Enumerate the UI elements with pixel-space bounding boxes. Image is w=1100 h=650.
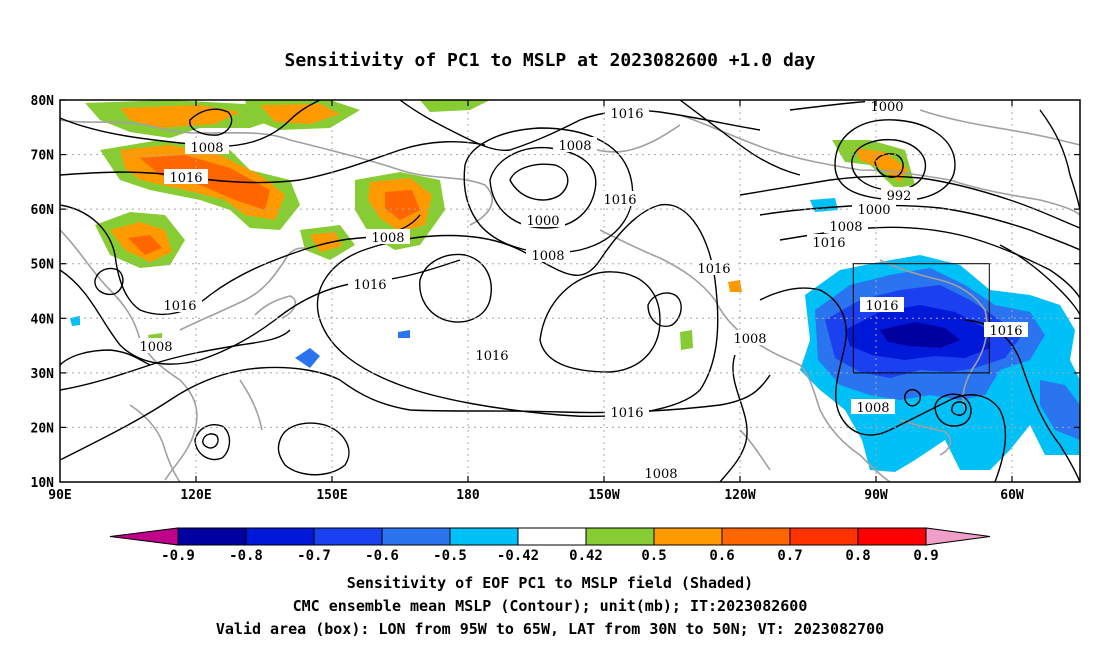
caption-line-3: Valid area (box): LON from 95W to 65W, L… <box>215 620 885 638</box>
colorbar-label: 0.8 <box>845 548 870 564</box>
contour-label: 1008 <box>371 231 404 246</box>
valid-area-box <box>852 263 990 374</box>
colorbar-segment <box>313 527 383 546</box>
colorbar-label: -0.9 <box>161 548 195 564</box>
colorbar-segment <box>177 527 247 546</box>
contour-label: 1008 <box>531 249 564 264</box>
contour-label: 1016 <box>163 299 196 314</box>
lon-label: 150W <box>588 488 619 503</box>
lon-label: 90W <box>864 488 888 503</box>
contour-label: 1016 <box>865 299 898 314</box>
colorbar-label: -0.6 <box>365 548 399 564</box>
map-title: Sensitivity of PC1 to MSLP at 2023082600… <box>284 50 816 71</box>
contour-label: 1016 <box>169 171 202 186</box>
contour-label: 1008 <box>856 401 889 416</box>
lat-label: 20N <box>31 421 55 436</box>
contour-label: 1016 <box>475 349 508 364</box>
colorbar: -0.9 -0.8 -0.7 -0.6 -0.5 -0.42 0.42 0.5 0.6 0.7 0.… <box>109 527 991 564</box>
contour-label: 1008 <box>733 332 766 347</box>
lon-label: 60W <box>1000 488 1024 503</box>
lat-label: 70N <box>31 149 55 164</box>
lat-label: 60N <box>31 203 55 218</box>
caption-line-2: CMC ensemble mean MSLP (Contour); unit(m… <box>292 597 808 615</box>
contour-label: 1000 <box>526 214 559 229</box>
lat-label: 30N <box>31 367 55 382</box>
colorbar-segment <box>653 527 723 546</box>
contour-label: 1016 <box>603 193 636 208</box>
grid-lines <box>60 100 1080 482</box>
colorbar-segment <box>517 527 587 546</box>
colorbar-label: -0.8 <box>229 548 263 564</box>
lat-label: 10N <box>31 476 55 491</box>
contour-label: 1016 <box>989 324 1022 339</box>
lat-label: 80N <box>31 94 55 109</box>
colorbar-label: 0.42 <box>569 548 603 564</box>
contour-label: 1000 <box>870 100 903 115</box>
colorbar-label: -0.5 <box>433 548 467 564</box>
colorbar-segment <box>245 527 315 546</box>
colorbar-label: 0.5 <box>641 548 666 564</box>
contour-label: 1016 <box>610 107 643 122</box>
colorbar-segment <box>857 527 927 546</box>
contour-label: 1016 <box>610 406 643 421</box>
lon-label: 180 <box>456 488 480 503</box>
lon-label: 120E <box>180 488 211 503</box>
lat-label: 50N <box>31 258 55 273</box>
lat-label: 40N <box>31 312 55 327</box>
lon-label: 150E <box>316 488 347 503</box>
lon-label: 120W <box>724 488 755 503</box>
positive-sensitivity-shading <box>85 100 915 350</box>
colorbar-segment <box>381 527 451 546</box>
contour-label: 1016 <box>353 278 386 293</box>
colorbar-label: -0.42 <box>497 548 539 564</box>
contour-label: 1016 <box>812 236 845 251</box>
colorbar-right-triangle <box>925 527 991 546</box>
contour-label: 1008 <box>558 139 591 154</box>
colorbar-label: -0.7 <box>297 548 331 564</box>
colorbar-segment <box>789 527 859 546</box>
colorbar-segment <box>449 527 519 546</box>
contour-label: 1008 <box>644 467 677 482</box>
contour-label: 1008 <box>190 141 223 156</box>
latitude-labels: 80N 70N 60N 50N 40N 30N 20N 10N <box>31 94 55 491</box>
longitude-labels: 90E 120E 150E 180 150W 120W 90W 60W <box>48 488 1024 503</box>
colorbar-label: 0.6 <box>709 548 734 564</box>
contour-label: 1016 <box>697 262 730 277</box>
contour-label: 1008 <box>139 340 172 355</box>
colorbar-segment <box>585 527 655 546</box>
colorbar-label: 0.7 <box>777 548 802 564</box>
colorbar-left-triangle <box>109 527 179 546</box>
contour-label: 1008 <box>829 220 862 235</box>
lon-label: 90E <box>48 488 71 503</box>
contour-label: 992 <box>887 189 912 204</box>
colorbar-label: 0.9 <box>913 548 938 564</box>
contour-label: 1000 <box>857 203 890 218</box>
caption-line-1: Sensitivity of EOF PC1 to MSLP field (Sh… <box>346 574 754 592</box>
contour-labels: 1008 1016 1016 1008 1016 1008 1016 1008 … <box>134 100 1028 482</box>
colorbar-segment <box>721 527 791 546</box>
contour-label: 1016 <box>180 294 213 309</box>
map-frame <box>59 99 1081 483</box>
axis-ticks <box>60 99 1080 482</box>
